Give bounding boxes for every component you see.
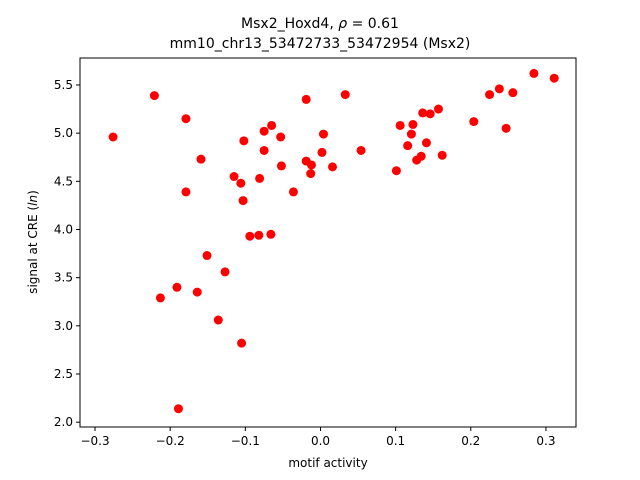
scatter-point — [238, 196, 248, 206]
y-tick-label: 2.0 — [54, 415, 73, 429]
scatter-point — [416, 151, 426, 161]
scatter-point — [155, 293, 165, 303]
scatter-point — [276, 161, 286, 171]
scatter-point — [318, 129, 328, 139]
scatter-point — [469, 117, 479, 127]
scatter-point — [306, 160, 316, 170]
scatter-point — [306, 169, 316, 179]
scatter-point — [403, 141, 413, 151]
title-rho-value: = 0.61 — [347, 16, 399, 32]
scatter-point — [254, 230, 264, 240]
scatter-point — [529, 68, 539, 78]
scatter-point — [549, 73, 559, 83]
scatter-point — [202, 251, 212, 261]
scatter-point — [267, 120, 277, 130]
chart-title-line2: mm10_chr13_53472733_53472954 (Msx2) — [170, 36, 471, 52]
scatter-point — [437, 150, 447, 160]
scatter-point — [501, 123, 511, 133]
scatter-point — [196, 154, 206, 164]
scatter-point — [418, 108, 428, 118]
x-tick-label: 0.0 — [311, 434, 330, 448]
x-ticks: −0.3 −0.2 −0.1 0.0 0.1 0.2 0.3 — [80, 427, 555, 448]
scatter-point — [181, 114, 191, 124]
title-rho-symbol: ρ — [338, 16, 347, 32]
scatter-point — [433, 104, 443, 114]
scatter-point — [340, 90, 350, 100]
scatter-point — [192, 287, 202, 297]
scatter-point — [172, 282, 182, 292]
title-prefix: Msx2_Hoxd4, — [241, 16, 338, 32]
scatter-point — [181, 187, 191, 197]
scatter-point — [391, 166, 401, 176]
y-label-italic: ln — [26, 195, 40, 206]
points-layer — [108, 68, 559, 414]
scatter-point — [173, 404, 183, 414]
y-tick-label: 5.0 — [54, 126, 73, 140]
x-tick-label: 0.3 — [536, 434, 555, 448]
chart-title-line1: Msx2_Hoxd4, ρ = 0.61 — [241, 16, 399, 32]
scatter-point — [395, 120, 405, 130]
y-tick-label: 3.5 — [54, 271, 73, 285]
scatter-point — [485, 90, 495, 100]
scatter-point — [406, 129, 416, 139]
scatter-point — [255, 173, 265, 183]
scatter-point — [213, 315, 223, 325]
y-axis-label: signal at CRE (ln) — [26, 190, 40, 294]
scatter-point — [245, 231, 255, 241]
scatter-point — [108, 132, 118, 142]
scatter-point — [237, 338, 247, 348]
y-tick-label: 4.5 — [54, 174, 73, 188]
scatter-point — [508, 88, 518, 98]
scatter-point — [408, 119, 418, 129]
x-tick-label: 0.1 — [386, 434, 405, 448]
scatter-point — [356, 145, 366, 155]
x-tick-label: −0.2 — [156, 434, 185, 448]
scatter-point — [259, 126, 269, 136]
scatter-point — [425, 109, 435, 119]
scatter-point — [301, 94, 311, 104]
scatter-point — [229, 172, 239, 181]
x-tick-label: 0.2 — [461, 434, 480, 448]
scatter-point — [266, 229, 276, 239]
scatter-point — [236, 178, 246, 188]
scatter-point — [494, 84, 504, 94]
scatter-point — [288, 187, 298, 197]
y-tick-label: 4.0 — [54, 222, 73, 236]
scatter-point — [239, 136, 249, 146]
scatter-point — [317, 147, 327, 157]
y-label-prefix: signal at CRE ( — [26, 206, 40, 294]
y-tick-label: 5.5 — [54, 78, 73, 92]
y-label-suffix: ) — [26, 190, 40, 195]
x-tick-label: −0.3 — [80, 434, 109, 448]
scatter-point — [421, 138, 431, 148]
scatter-point — [220, 267, 230, 277]
x-axis-label: motif activity — [288, 456, 367, 470]
y-tick-label: 2.5 — [54, 367, 73, 381]
plot-frame — [79, 57, 577, 428]
scatter-point — [259, 145, 269, 155]
y-tick-label: 3.0 — [54, 319, 73, 333]
scatter-point — [276, 132, 286, 142]
scatter-point — [149, 91, 159, 101]
scatter-point — [328, 162, 338, 172]
y-ticks: 2.0 2.5 3.0 3.5 4.0 4.5 5.0 5.5 — [54, 78, 80, 429]
x-tick-label: −0.1 — [231, 434, 260, 448]
